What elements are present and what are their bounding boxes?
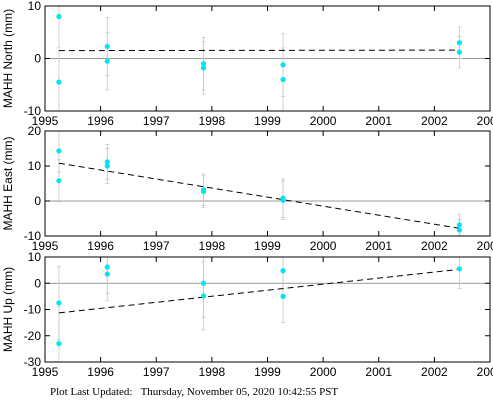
plot-frame-east (44, 130, 491, 237)
y-tick-label-north-0: 0 (34, 52, 41, 66)
y-axis-label-east: MAHH East (mm) (1, 137, 15, 231)
data-point-up-0 (56, 300, 62, 306)
data-point-north-8 (456, 40, 463, 46)
y-tick-label-up-10: 10 (28, 250, 42, 264)
x-tick-label-north-2003: 2003 (477, 114, 493, 128)
data-point-east-2 (104, 159, 110, 165)
y-tick-label-up--30: -30 (24, 355, 42, 369)
trend-line-north (58, 49, 460, 52)
y-tick-label-up-0: 0 (34, 276, 41, 290)
x-tick-label-east-2000: 2000 (310, 239, 337, 253)
plot-frame-up (44, 256, 491, 363)
data-point-up-7 (280, 293, 286, 299)
data-point-east-0 (56, 148, 62, 154)
y-axis-label-up: MAHH Up (mm) (1, 267, 15, 352)
data-point-up-6 (280, 268, 286, 274)
x-tick-label-north-2000: 2000 (310, 114, 337, 128)
x-tick-label-up-2001: 2001 (365, 365, 392, 379)
data-point-north-9 (456, 49, 463, 55)
errorbar-up-1 (56, 306, 61, 363)
trend-line-east (58, 162, 460, 229)
data-point-east-5 (200, 188, 207, 195)
y-tick-label-up--20: -20 (24, 329, 42, 343)
x-tick-label-up-1998: 1998 (199, 365, 226, 379)
x-tick-label-up-2003: 2003 (477, 365, 493, 379)
data-point-up-8 (456, 266, 463, 272)
data-point-north-0 (56, 13, 62, 20)
x-tick-label-north-2001: 2001 (365, 114, 392, 128)
panel-north: 1995 1996 1997 1998 1999 2000 2001 2002 2003 -10 0… (1, 0, 493, 128)
x-tick-label-north-1997: 1997 (143, 114, 170, 128)
data-point-up-2 (104, 264, 110, 270)
y-tick-label-north--10: -10 (24, 104, 42, 118)
errorbar-up-3 (105, 256, 110, 301)
x-tick-label-north-1998: 1998 (199, 114, 226, 128)
trend-line-up (58, 268, 460, 314)
x-tick-label-north-1996: 1996 (87, 114, 114, 128)
x-tick-label-up-2000: 2000 (310, 365, 337, 379)
data-point-north-6 (280, 62, 286, 68)
y-tick-label-up--10: -10 (24, 303, 42, 317)
x-tick-label-east-1996: 1996 (87, 239, 114, 253)
data-point-north-4 (200, 61, 207, 67)
data-point-east-3 (104, 163, 110, 169)
data-point-east-8 (456, 222, 463, 228)
y-axis-label-north: MAHH North (mm) (1, 9, 15, 108)
panel-east: 1995 1996 1997 1998 1999 2000 2001 2002 2003 -10 0… (1, 124, 493, 253)
x-tick-label-up-1997: 1997 (143, 365, 170, 379)
data-point-north-5 (200, 65, 207, 71)
data-point-up-1 (56, 341, 62, 347)
data-point-north-2 (104, 43, 110, 50)
x-tick-label-up-1995: 1995 (32, 365, 59, 379)
data-point-up-5 (200, 293, 207, 299)
y-tick-label-east-10: 10 (28, 159, 42, 173)
x-tick-label-east-2003: 2003 (477, 239, 493, 253)
data-point-up-3 (104, 271, 110, 277)
x-tick-label-up-1999: 1999 (254, 365, 281, 379)
x-tick-label-north-1995: 1995 (32, 114, 59, 128)
x-tick-label-east-2001: 2001 (365, 239, 392, 253)
footer: Plot Last Updated: Thursday, November 05… (50, 386, 338, 398)
y-tick-label-north-10: 10 (28, 0, 42, 13)
footer-label: Plot Last Updated: (50, 386, 133, 398)
footer-timestamp: Thursday, November 05, 2020 10:42:55 PST (140, 386, 339, 398)
y-tick-label-east-0: 0 (34, 194, 41, 208)
data-point-north-7 (280, 76, 286, 83)
y-tick-label-east--10: -10 (24, 229, 42, 243)
x-tick-label-east-1997: 1997 (143, 239, 170, 253)
x-tick-label-up-1996: 1996 (87, 365, 114, 379)
data-point-east-7 (280, 197, 286, 203)
errorbar-north-0 (56, 5, 61, 49)
data-point-north-1 (56, 79, 62, 85)
data-point-north-3 (104, 58, 110, 64)
data-point-east-1 (56, 178, 62, 184)
x-tick-label-north-1999: 1999 (254, 114, 281, 128)
y-tick-label-east-20: 20 (28, 124, 42, 138)
errorbar-up-8 (457, 256, 462, 289)
x-tick-label-east-1999: 1999 (254, 239, 281, 253)
data-point-up-4 (200, 280, 207, 286)
x-tick-label-east-2002: 2002 (421, 239, 448, 253)
panel-up: 1995 1996 1997 1998 1999 2000 2001 2002 2003 -30 -… (1, 250, 493, 379)
x-tick-label-north-2002: 2002 (421, 114, 448, 128)
x-tick-label-up-2002: 2002 (421, 365, 448, 379)
x-tick-label-east-1995: 1995 (32, 239, 59, 253)
x-tick-label-east-1998: 1998 (199, 239, 226, 253)
data-point-east-9 (456, 227, 463, 233)
